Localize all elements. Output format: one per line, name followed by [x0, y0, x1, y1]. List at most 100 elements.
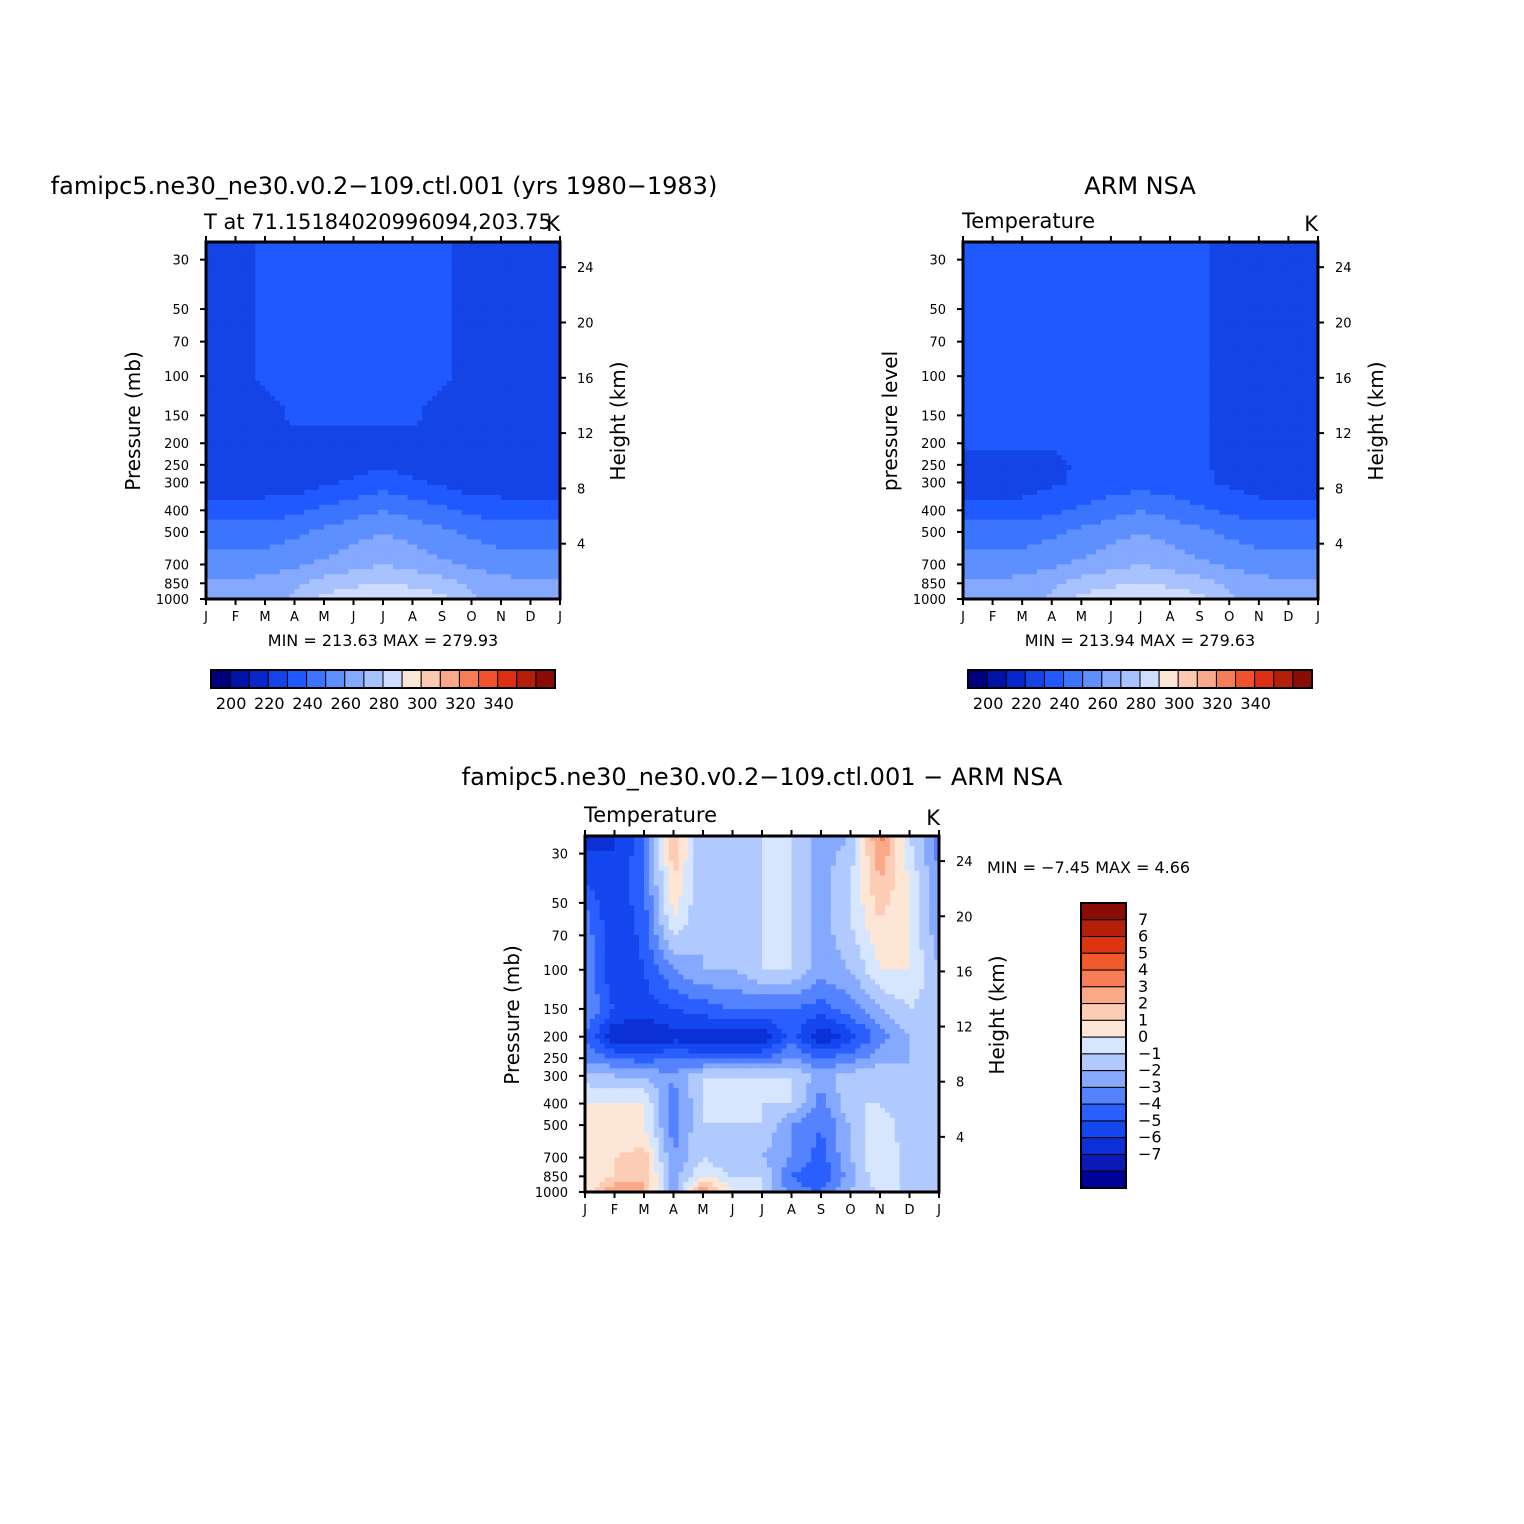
contour-cell	[328, 465, 335, 471]
contour-cell	[496, 549, 502, 555]
contour-cell	[255, 470, 261, 476]
contour-cell	[446, 534, 453, 541]
contour-cell	[501, 266, 507, 273]
contour-cell	[471, 261, 478, 268]
contour-cell	[269, 321, 276, 327]
contour-cell	[383, 499, 389, 506]
contour-cell	[491, 430, 497, 436]
contour-cell	[333, 415, 340, 422]
contour-cell	[427, 380, 433, 387]
contour-cell	[250, 346, 256, 352]
contour-cell	[525, 574, 532, 580]
contour-cell	[515, 445, 522, 451]
contour-cell	[555, 301, 561, 308]
contour-cell	[501, 504, 507, 511]
contour-cell	[481, 291, 487, 298]
contour-cell	[530, 390, 537, 397]
contour-cell	[294, 415, 301, 422]
contour-cell	[304, 539, 310, 546]
contour-cell	[505, 569, 512, 575]
contour-cell	[343, 480, 350, 486]
contour-cell	[540, 331, 546, 337]
contour-cell	[407, 296, 414, 303]
contour-cell	[397, 420, 404, 427]
contour-cell	[324, 584, 330, 590]
contour-cell	[466, 256, 473, 263]
contour-cell	[466, 539, 473, 546]
contour-cell	[274, 242, 281, 248]
contour-cell	[456, 489, 463, 496]
contour-cell	[265, 365, 271, 372]
contour-cell	[442, 261, 448, 268]
contour-cell	[328, 331, 335, 337]
contour-cell	[407, 405, 414, 412]
contour-cell	[304, 440, 310, 446]
contour-cell	[535, 361, 541, 367]
contour-cell	[437, 390, 443, 397]
contour-cell	[230, 569, 237, 575]
contour-cell	[461, 400, 468, 407]
contour-cell	[427, 306, 433, 313]
contour-cell	[486, 385, 492, 392]
contour-cell	[456, 395, 463, 402]
contour-cell	[348, 484, 355, 491]
contour-cell	[338, 331, 345, 337]
contour-cell	[269, 256, 276, 263]
contour-cell	[432, 242, 438, 248]
contour-cell	[412, 544, 419, 551]
contour-cell	[442, 316, 448, 322]
contour-cell	[343, 420, 350, 427]
contour-cell	[373, 242, 379, 248]
contour-cell	[456, 465, 463, 471]
contour-cell	[210, 291, 217, 298]
contour-cell	[496, 341, 502, 347]
contour-cell	[358, 365, 364, 372]
contour-cell	[397, 380, 404, 387]
contour-cell	[486, 455, 492, 461]
contour-cell	[392, 256, 399, 263]
contour-cell	[269, 242, 276, 248]
contour-cell	[501, 251, 507, 258]
contour-cell	[501, 370, 507, 377]
contour-cell	[481, 564, 487, 570]
contour-cell	[442, 242, 448, 248]
contour-cell	[215, 435, 222, 441]
contour-cell	[383, 564, 389, 570]
contour-cell	[289, 564, 296, 570]
contour-cell	[373, 534, 379, 541]
contour-cell	[255, 321, 261, 327]
contour-cell	[530, 420, 537, 427]
contour-cell	[481, 465, 487, 471]
contour-cell	[289, 276, 296, 283]
contour-cell	[397, 539, 404, 546]
contour-cell	[520, 326, 527, 332]
contour-cell	[343, 529, 350, 536]
contour-cell	[525, 484, 532, 491]
contour-cell	[289, 251, 296, 258]
contour-cell	[383, 465, 389, 471]
contour-cell	[230, 480, 237, 486]
contour-cell	[432, 365, 438, 372]
contour-cell	[555, 465, 561, 471]
contour-cell	[294, 266, 301, 273]
contour-cell	[368, 380, 374, 387]
contour-cell	[210, 242, 217, 248]
contour-cell	[338, 539, 345, 546]
contour-cell	[466, 301, 473, 308]
contour-cell	[383, 301, 389, 308]
contour-cell	[456, 331, 463, 337]
contour-cell	[505, 246, 512, 253]
contour-cell	[309, 440, 315, 446]
contour-cell	[550, 356, 556, 362]
contour-cell	[530, 306, 537, 313]
contour-cell	[358, 370, 364, 377]
contour-cell	[417, 484, 423, 491]
contour-cell	[461, 494, 468, 501]
contour-cell	[397, 286, 404, 293]
contour-cell	[456, 564, 463, 570]
contour-cell	[446, 321, 453, 327]
contour-cell	[387, 504, 394, 511]
contour-cell	[491, 574, 497, 580]
contour-cell	[461, 286, 468, 293]
contour-cell	[328, 549, 335, 555]
